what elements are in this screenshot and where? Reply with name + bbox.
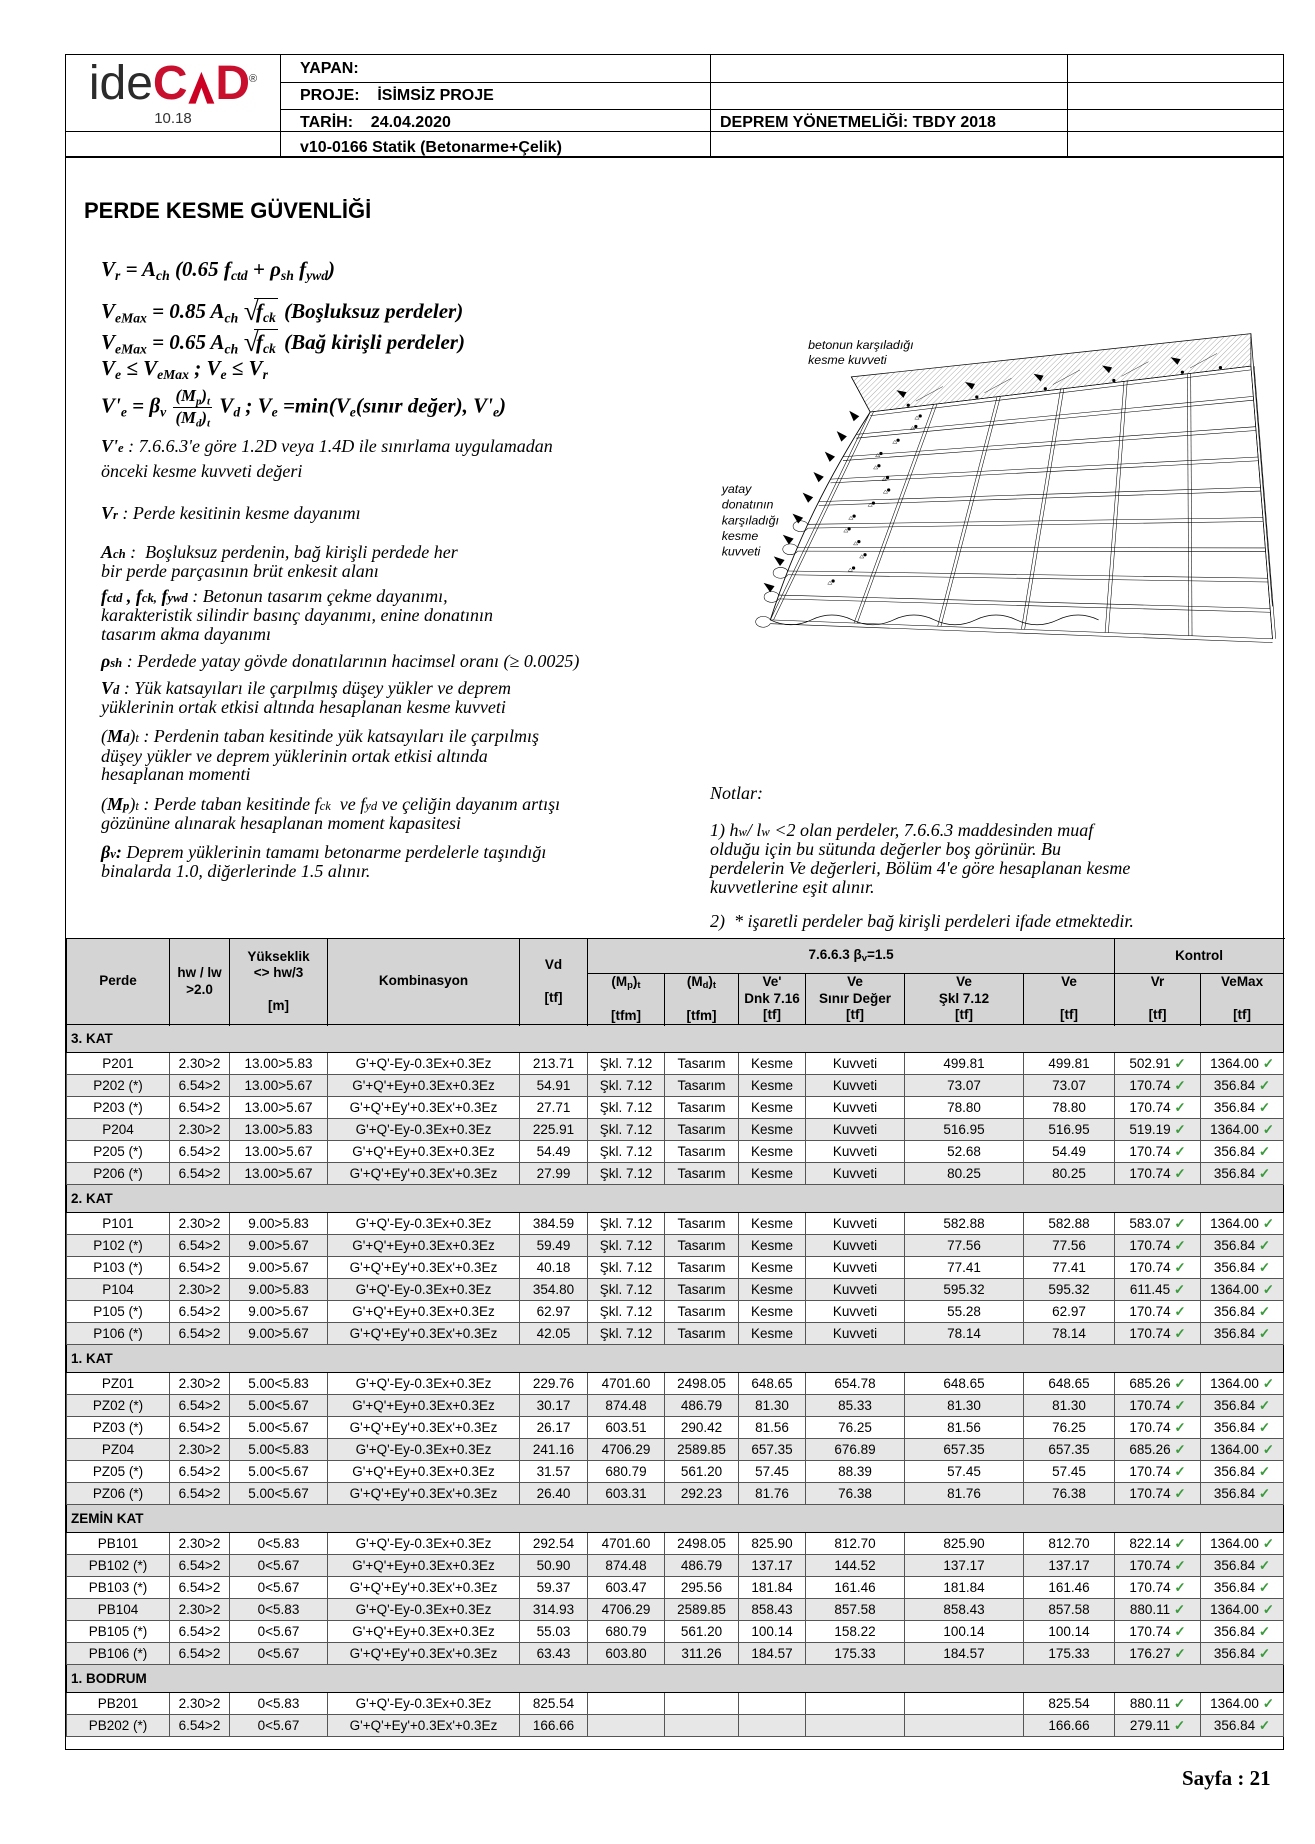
svg-text:yatay: yatay	[721, 482, 752, 496]
svg-text:kesme kuvveti: kesme kuvveti	[808, 353, 888, 367]
svg-text:kesme: kesme	[722, 529, 759, 543]
svg-text:donatının: donatının	[722, 498, 774, 512]
svg-text:betonun karşıladığı: betonun karşıladığı	[808, 338, 914, 352]
svg-text:karşıladığı: karşıladığı	[722, 513, 779, 527]
svg-text:kuvveti: kuvveti	[722, 545, 762, 559]
